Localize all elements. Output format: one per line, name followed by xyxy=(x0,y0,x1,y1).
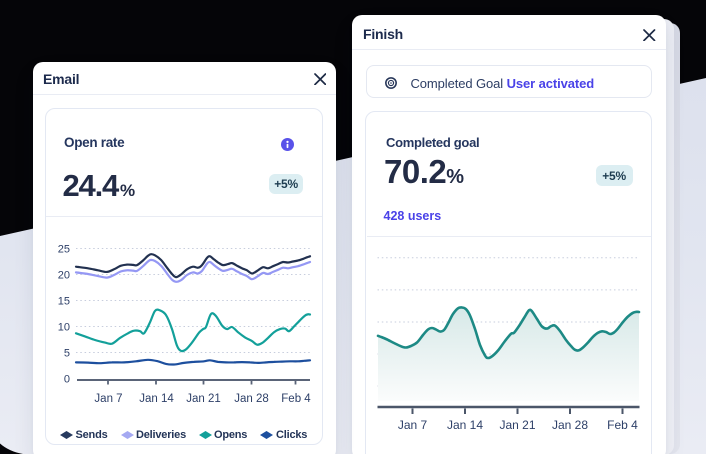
svg-text:20: 20 xyxy=(58,270,70,282)
svg-text:15: 15 xyxy=(58,296,70,308)
svg-text:Feb 4: Feb 4 xyxy=(281,393,311,405)
svg-text:Jan 28: Jan 28 xyxy=(552,418,588,432)
svg-text:Jan 7: Jan 7 xyxy=(94,393,122,405)
svg-text:Jan 14: Jan 14 xyxy=(139,393,174,405)
svg-text:Jan 21: Jan 21 xyxy=(186,393,221,405)
svg-text:5: 5 xyxy=(64,348,70,360)
svg-text:Feb 4: Feb 4 xyxy=(607,418,638,432)
svg-text:10: 10 xyxy=(58,322,70,334)
svg-text:25: 25 xyxy=(58,244,70,256)
svg-text:Jan 14: Jan 14 xyxy=(447,418,483,432)
svg-text:Jan 28: Jan 28 xyxy=(234,393,269,405)
svg-text:Jan 7: Jan 7 xyxy=(398,418,428,432)
svg-text:0: 0 xyxy=(64,374,70,386)
svg-text:Jan 21: Jan 21 xyxy=(499,418,535,432)
